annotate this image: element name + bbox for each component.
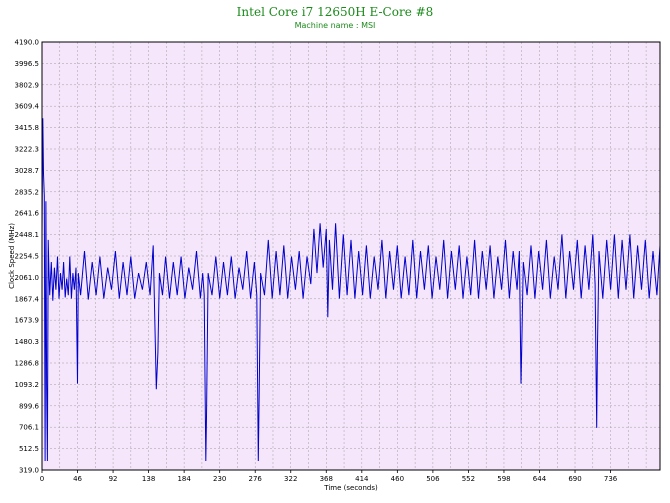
plot-frame [41, 41, 661, 471]
x-tick-label: 460 [391, 475, 404, 483]
grid [42, 41, 660, 471]
chart-title: Intel Core i7 12650H E-Core #8 [237, 5, 434, 19]
y-tick-label: 1673.9 [15, 317, 40, 325]
x-tick-label: 184 [177, 475, 191, 483]
y-tick-label: 2448.1 [15, 231, 40, 239]
y-tick-label: 1286.8 [15, 360, 40, 368]
y-tick-label: 3609.4 [15, 103, 40, 111]
x-tick-label: 506 [426, 475, 440, 483]
x-tick-label: 46 [73, 475, 82, 483]
y-tick-label: 899.6 [19, 402, 40, 410]
y-tick-label: 3028.7 [15, 167, 40, 175]
y-tick-label: 1093.2 [15, 381, 40, 389]
y-tick-label: 1867.4 [15, 295, 40, 303]
y-tick-label: 1480.3 [15, 338, 40, 346]
x-tick-label: 322 [284, 475, 297, 483]
x-tick-label: 92 [109, 475, 118, 483]
x-tick-label: 736 [604, 475, 618, 483]
y-tick-label: 3222.3 [15, 146, 40, 154]
y-ticks: 4190.0 3996.5 3802.9 3609.4 3415.8 3222.3 3028… [15, 39, 40, 475]
y-tick-label: 4190.0 [15, 39, 40, 47]
series-line [41, 118, 661, 462]
x-tick-label: 138 [142, 475, 155, 483]
chart-subtitle: Machine name : MSI [295, 21, 376, 30]
y-tick-label: 2835.2 [15, 188, 40, 196]
x-tick-label: 276 [249, 475, 263, 483]
x-tick-label: 414 [355, 475, 369, 483]
y-tick-label: 3802.9 [15, 81, 40, 89]
y-tick-label: 319.0 [19, 467, 39, 475]
y-tick-label: 706.1 [19, 424, 39, 432]
x-axis-label: Time (seconds) [323, 484, 378, 492]
x-tick-label: 598 [497, 475, 510, 483]
y-axis-label: Clock Speed (MHz) [8, 223, 16, 289]
x-tick-label: 368 [320, 475, 333, 483]
x-ticks: 0 46 92 138 184 230 276 322 368 414 460 506 552 598 64… [40, 470, 618, 483]
y-tick-label: 3415.8 [15, 124, 40, 132]
y-tick-label: 2641.6 [15, 210, 40, 218]
y-tick-label: 2061.0 [15, 274, 40, 282]
x-tick-label: 0 [40, 475, 44, 483]
y-tick-label: 3996.5 [15, 60, 40, 68]
x-tick-label: 552 [462, 475, 475, 483]
x-tick-label: 690 [568, 475, 581, 483]
x-tick-label: 644 [533, 475, 547, 483]
x-tick-label: 230 [213, 475, 226, 483]
series-layer [41, 118, 661, 462]
y-tick-label: 2254.5 [15, 253, 40, 261]
y-tick-label: 512.5 [19, 445, 39, 453]
